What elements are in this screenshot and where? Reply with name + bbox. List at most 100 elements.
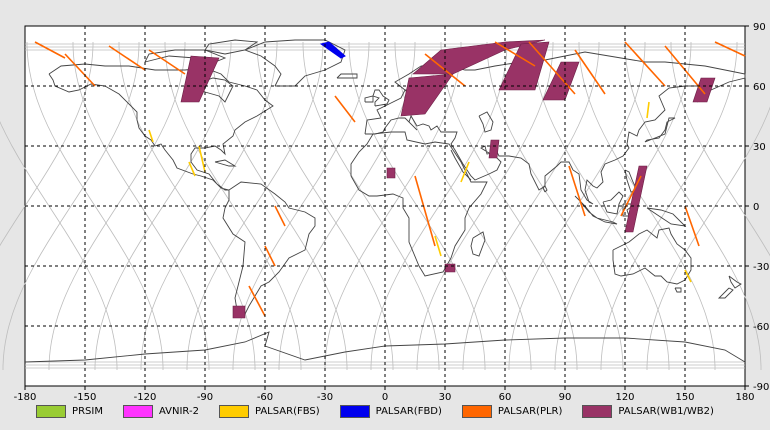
legend-item-avnir2: AVNIR-2 <box>122 404 199 418</box>
palsar-fbs-track <box>188 161 196 177</box>
y-tick-label: 30 <box>753 142 766 153</box>
orbit-track <box>140 42 278 370</box>
legend-label: PALSAR(WB1/WB2) <box>618 405 714 417</box>
palsar-plr-track <box>568 165 586 217</box>
legend-label: PRSIM <box>72 405 103 417</box>
orbit-track <box>416 42 554 370</box>
coastlines <box>24 39 746 363</box>
x-tick-label: 180 <box>735 392 754 400</box>
palsar-plr-track <box>264 245 276 267</box>
coastline <box>144 49 227 63</box>
legend-label: AVNIR-2 <box>158 405 199 417</box>
palsar-plr-track <box>494 41 536 67</box>
magenta-swatch-icon <box>122 404 153 418</box>
palsar-wb-swath <box>498 41 550 91</box>
coastline <box>336 73 358 79</box>
yellow-swatch-icon <box>218 404 249 418</box>
y-tick-label: -60 <box>753 322 769 333</box>
palsar-plr-track <box>528 41 576 95</box>
palsar-wb-swath <box>444 263 456 273</box>
coastline <box>612 227 692 285</box>
palsar-fbs-track <box>684 269 692 283</box>
coastline <box>214 159 237 167</box>
coastline <box>717 287 734 299</box>
palsar-plr-track <box>684 205 700 247</box>
coastline <box>542 185 548 193</box>
legend-item-palsar-fbs: PALSAR(FBS) <box>218 404 320 418</box>
palsar-wb-swath <box>386 167 396 179</box>
orange-swatch-icon <box>461 404 492 418</box>
x-tick-label: -30 <box>317 392 333 400</box>
coastline <box>596 217 618 225</box>
coastline <box>478 111 494 133</box>
y-tick-label: -30 <box>753 262 769 273</box>
palsar-plr-track <box>714 41 746 57</box>
orbit-track <box>164 42 302 370</box>
coastline <box>602 191 624 215</box>
x-tick-label: 120 <box>615 392 634 400</box>
palsar-plr-track <box>414 175 436 247</box>
orbit-track <box>440 42 578 370</box>
palsar-plr-track <box>148 49 186 75</box>
x-tick-label: -120 <box>134 392 157 400</box>
orbit-track <box>302 42 440 370</box>
palsar-wb-swath <box>180 55 220 103</box>
legend: PRSIM AVNIR-2 PALSAR(FBS) PALSAR(FBD) PA… <box>0 401 770 421</box>
palsar-plr-track <box>34 41 66 59</box>
palsar-plr-track <box>64 53 96 87</box>
x-tick-label: -180 <box>14 392 37 400</box>
palsar-plr-track <box>274 205 286 227</box>
coastline <box>674 287 682 293</box>
legend-label: PALSAR(PLR) <box>497 405 563 417</box>
palsar-wb-swath <box>232 305 246 319</box>
x-tick-label: 60 <box>499 392 512 400</box>
x-tick-label: -90 <box>197 392 213 400</box>
coastline <box>24 331 746 363</box>
palsar-plr-track <box>334 95 356 123</box>
palsar-plr-track <box>248 285 266 317</box>
palsar-plr-track <box>624 41 666 87</box>
coastline <box>364 95 374 103</box>
coastline <box>48 63 274 191</box>
coastline <box>243 39 346 87</box>
y-tick-label: 0 <box>753 202 759 213</box>
coastline <box>470 231 486 257</box>
palsar-fbs-track <box>646 101 650 119</box>
legend-item-prsim: PRSIM <box>36 404 103 418</box>
green-swatch-icon <box>36 404 67 418</box>
coastline <box>372 89 390 107</box>
y-tick-label: 60 <box>753 82 766 93</box>
palsar-wb-swath <box>412 39 546 75</box>
palsar-plr-track <box>620 175 642 217</box>
coastline <box>728 275 742 289</box>
y-tick-label: -90 <box>753 382 769 393</box>
x-tick-label: -150 <box>74 392 97 400</box>
legend-label: PALSAR(FBD) <box>375 405 442 417</box>
x-tick-label: 90 <box>559 392 572 400</box>
palsar-plr-track <box>108 45 146 71</box>
palsar-wb-swath <box>488 139 500 159</box>
palsar-fbs-track <box>198 145 206 173</box>
palsar-fbs-track <box>434 235 442 257</box>
coastline <box>644 117 676 143</box>
tick-labels: -180 -150 -120 -90 -60 -30 0 30 60 90 120 150 180 90 6… <box>14 22 770 403</box>
maroon-swatch-icon <box>582 404 613 418</box>
observation-swaths <box>34 39 746 319</box>
x-tick-label: 30 <box>439 392 452 400</box>
x-tick-label: 0 <box>382 392 388 400</box>
palsar-fbd-swath <box>319 41 346 59</box>
y-tick-label: 90 <box>753 22 766 33</box>
x-tick-label: 150 <box>675 392 694 400</box>
coastline <box>450 149 472 181</box>
palsar-fbs-track <box>148 129 154 143</box>
world-map-plot: -180 -150 -120 -90 -60 -30 0 30 60 90 120 150 180 90 6… <box>0 22 770 403</box>
grid-lines <box>25 26 745 386</box>
coastline <box>364 51 746 205</box>
legend-item-palsar-plr: PALSAR(PLR) <box>461 404 563 418</box>
palsar-plr-track <box>574 49 606 95</box>
palsar-fbs-track <box>460 161 470 183</box>
palsar-wb-swath <box>542 61 580 101</box>
coastline <box>350 131 488 277</box>
blue-swatch-icon <box>339 404 370 418</box>
